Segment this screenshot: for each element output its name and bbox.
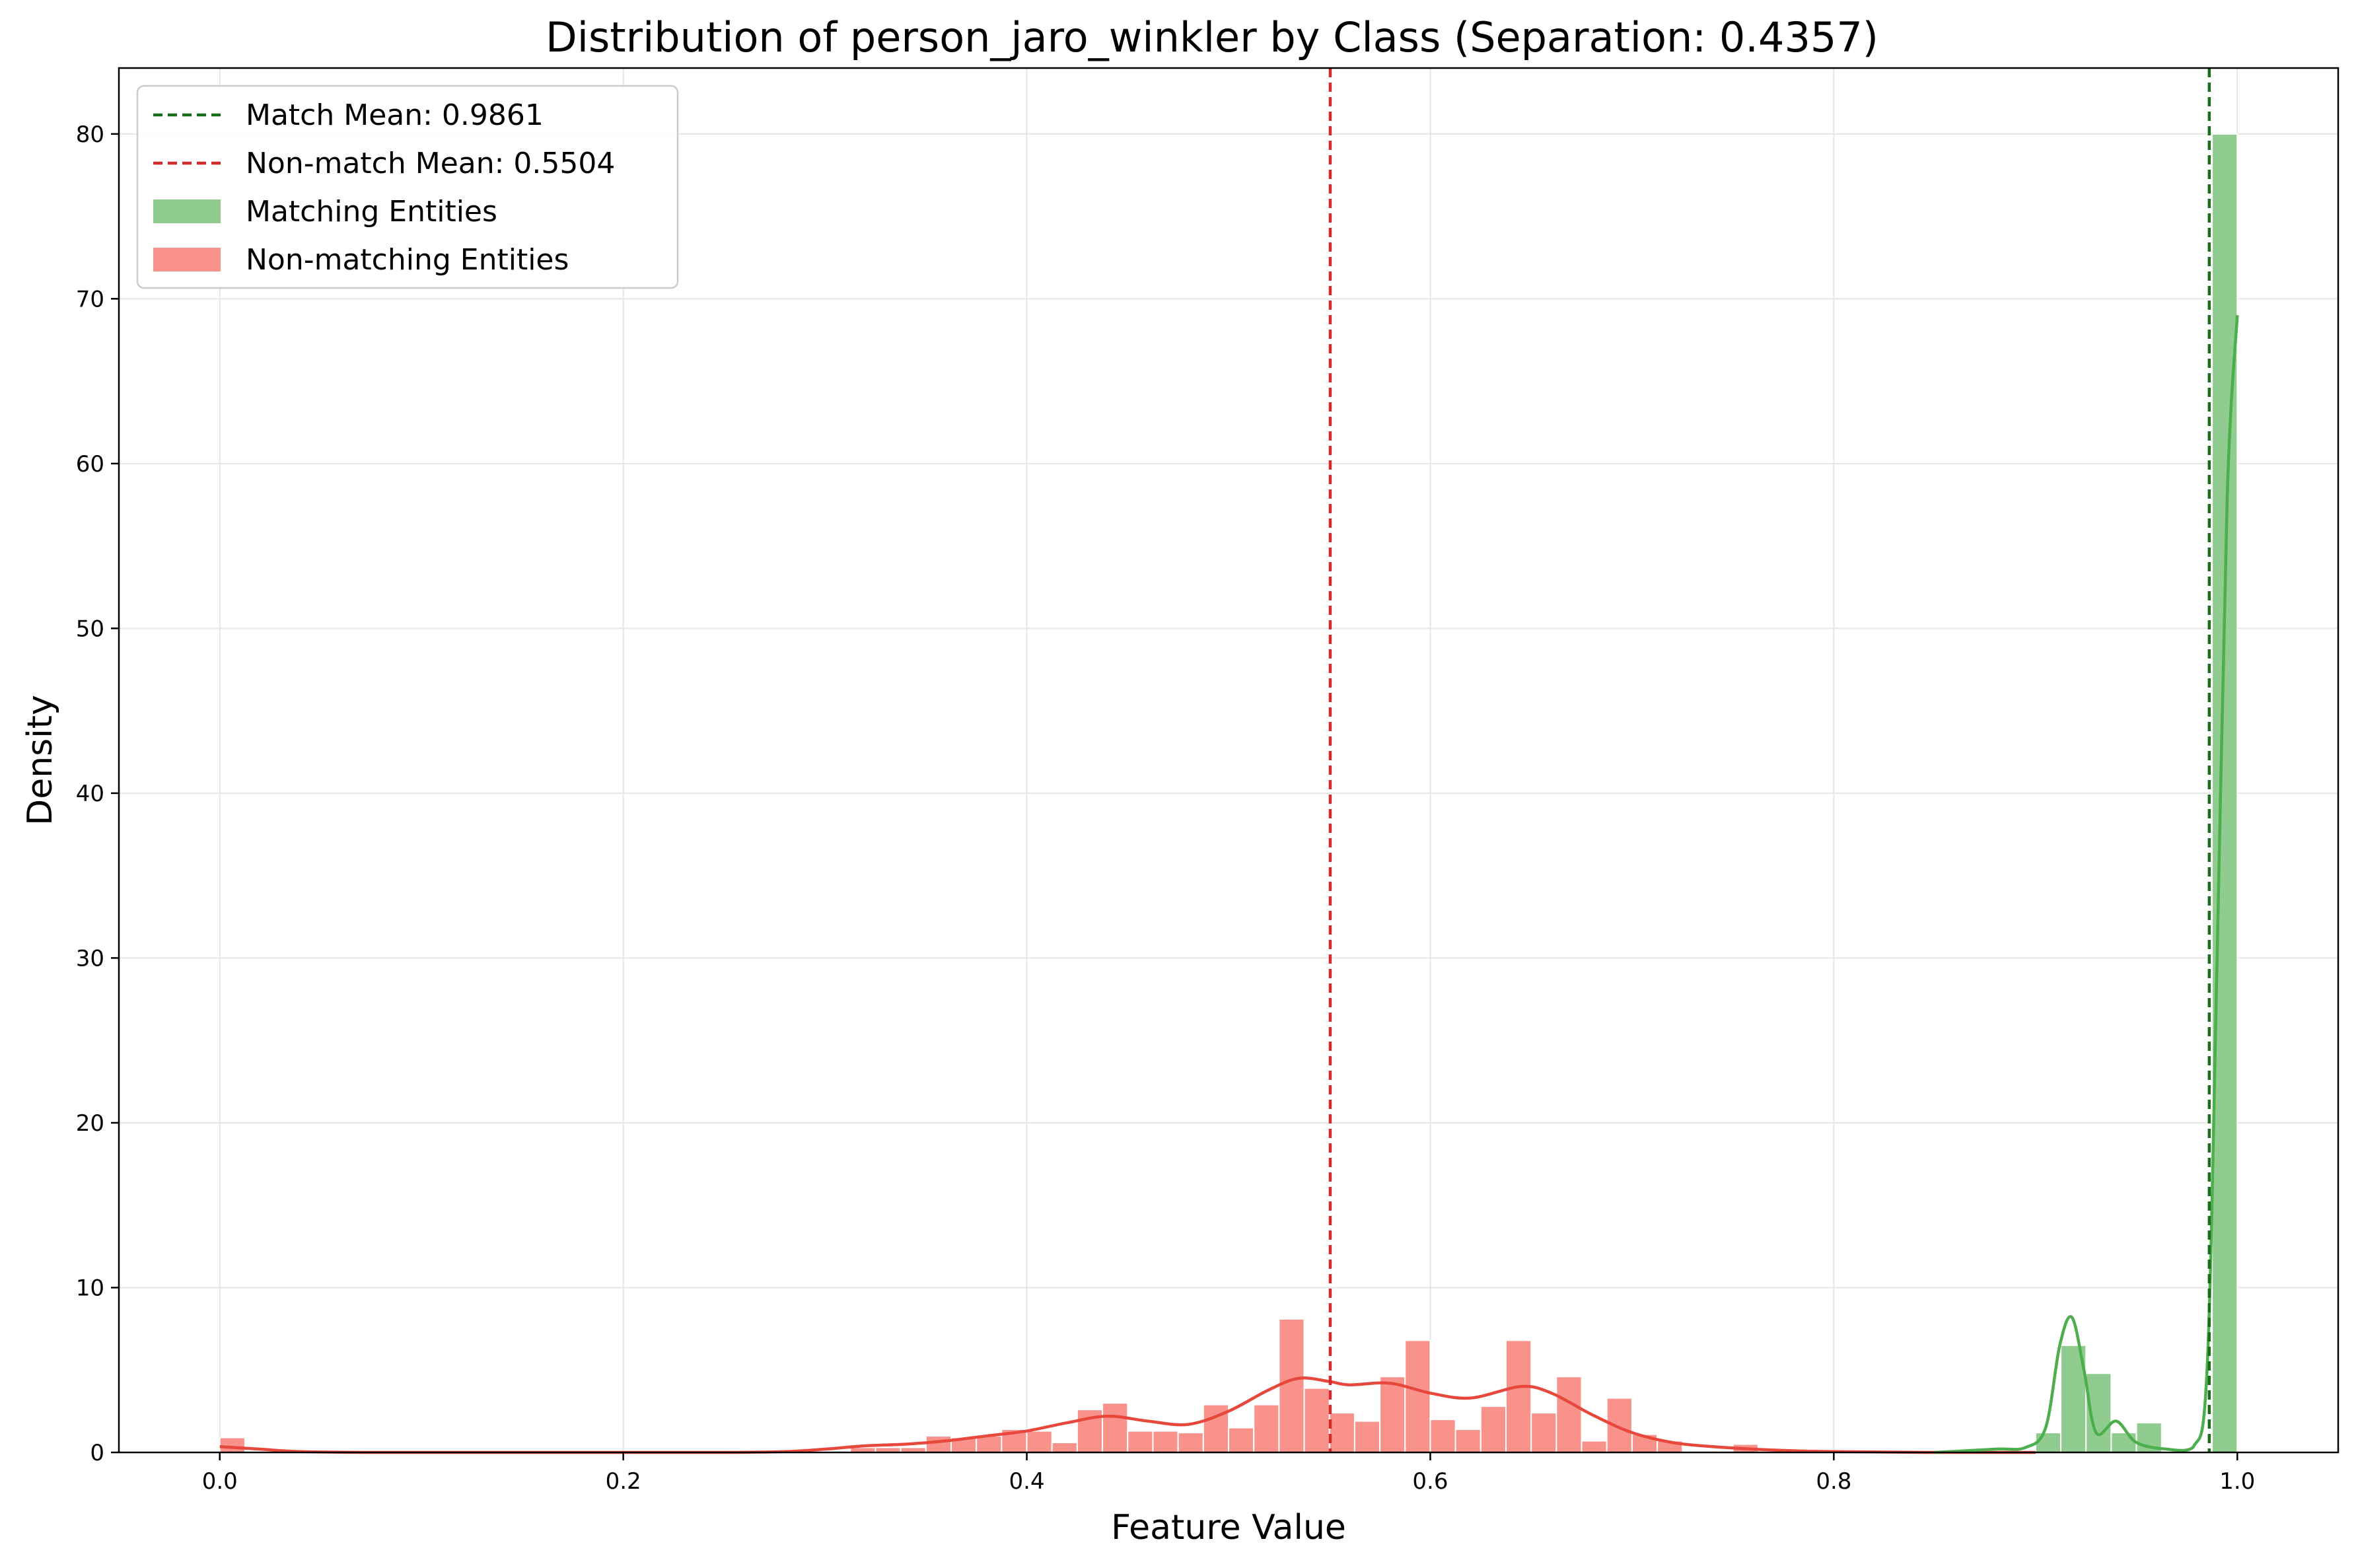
y-axis-label: Density (20, 695, 60, 826)
non-matching-bar (1505, 1339, 1532, 1454)
non-matching-bar (1228, 1427, 1255, 1454)
non-matching-bar (1303, 1387, 1330, 1454)
y-tick-label: 20 (76, 1110, 104, 1137)
legend-box (136, 85, 679, 289)
y-tick-label: 60 (76, 451, 104, 478)
non-matching-bar (219, 1437, 246, 1454)
non-matching-bar (1152, 1430, 1179, 1454)
x-tick-label: 0.2 (606, 1468, 641, 1495)
plot-frame (118, 67, 2340, 1454)
x-axis-label: Feature Value (1111, 1508, 1346, 1548)
non-matching-bar (925, 1435, 952, 1453)
legend-label-non-match-mean: Non-match Mean: 0.5504 (246, 147, 615, 180)
non-matching-bar (976, 1435, 1003, 1453)
legend-label-non-matching-entities: Non-matching Entities (246, 243, 569, 277)
y-tick-label: 50 (76, 616, 104, 642)
non-matching-bar (1530, 1412, 1557, 1453)
non-matching-bar (1480, 1406, 1507, 1453)
matching-bar (2110, 1432, 2137, 1453)
y-tick-label: 30 (76, 945, 104, 972)
y-tick-label: 10 (76, 1275, 104, 1301)
non-matching-bar (1127, 1430, 1154, 1454)
non-matching-bar (1581, 1440, 1608, 1454)
non-matching-bar (1253, 1404, 1280, 1454)
legend-swatch-matching-entities (153, 199, 221, 223)
non-matching-bar (1454, 1429, 1482, 1453)
x-tick-label: 0.8 (1816, 1468, 1851, 1495)
non-matching-bar (1051, 1442, 1078, 1453)
non-matching-bar (1404, 1339, 1431, 1454)
matching-kde-line (1934, 315, 2239, 1454)
y-tick-label: 70 (76, 286, 104, 312)
matching-bar (2211, 133, 2238, 1453)
non-matching-bar (1555, 1376, 1583, 1453)
chart-title: Distribution of person_jaro_winkler by C… (546, 13, 1878, 61)
non-matching-bar (1353, 1420, 1381, 1454)
non-matching-bar (1278, 1318, 1305, 1454)
x-tick-label: 1.0 (2219, 1468, 2255, 1495)
y-tick-label: 40 (76, 781, 104, 807)
y-axis-ticks: 0 10 20 30 40 50 60 70 80 (76, 122, 119, 1466)
non-matching-bar (1379, 1376, 1406, 1453)
legend-label-match-mean: Match Mean: 0.9861 (246, 98, 544, 132)
legend-label-matching-entities: Matching Entities (246, 195, 497, 229)
non-matching-bar (1328, 1412, 1355, 1453)
x-tick-label: 0.6 (1412, 1468, 1448, 1495)
mean-lines (1328, 68, 2211, 1452)
non-matching-bar (1429, 1419, 1456, 1453)
y-tick-label: 80 (76, 122, 104, 148)
non-matching-bar (1026, 1430, 1053, 1454)
x-axis-ticks: 0.0 0.2 0.4 0.6 0.8 1.0 (202, 1452, 2255, 1495)
y-tick-label: 0 (90, 1440, 104, 1466)
legend-swatch-non-matching-entities (153, 248, 221, 271)
x-tick-label: 0.0 (202, 1468, 238, 1495)
grid-lines (119, 68, 2338, 1453)
matching-bar (2034, 1432, 2061, 1453)
legend: Match Mean: 0.9861 Non-match Mean: 0.550… (136, 85, 679, 289)
non-matching-bar (1177, 1432, 1204, 1453)
non-matching-bar (1102, 1402, 1129, 1453)
x-tick-label: 0.4 (1009, 1468, 1045, 1495)
